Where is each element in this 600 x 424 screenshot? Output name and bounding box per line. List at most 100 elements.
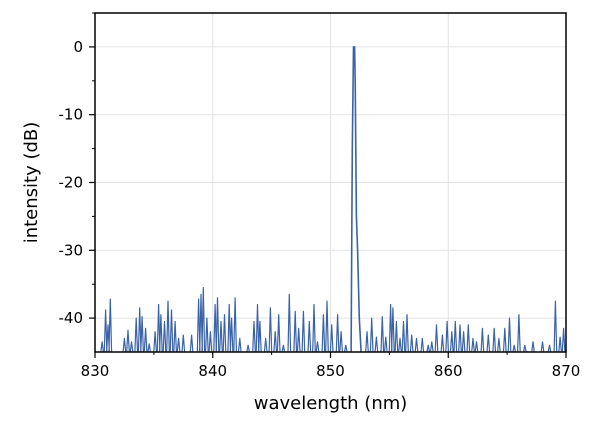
noise-spike [480, 327, 485, 353]
noise-spike [143, 327, 148, 353]
noise-spike [181, 334, 186, 353]
noise-spike [296, 327, 301, 353]
noise-spike [540, 341, 545, 353]
noise-spike [420, 337, 425, 353]
noise-spike [434, 324, 439, 353]
noise-spike [445, 320, 449, 353]
noise-spike [100, 341, 104, 353]
spectrum-peak-line [350, 46, 362, 353]
noise-spike [219, 320, 223, 353]
y-tick-label: -10 [59, 106, 84, 124]
noise-spike [405, 314, 409, 353]
ticks: 830 840 850 860 870 0 -10 -20 -30 -40 [59, 12, 581, 380]
noise-spike [108, 298, 113, 353]
noise-spike [383, 336, 388, 353]
noise-spike [339, 331, 343, 353]
y-tick-label: 0 [73, 38, 83, 56]
noise-spike [222, 314, 227, 353]
noise-spike [213, 303, 217, 353]
noise-spike [497, 337, 501, 353]
noise-spike [255, 303, 260, 353]
noise-spike [281, 344, 286, 353]
noise-spike [414, 337, 419, 353]
noise-spike [233, 297, 237, 353]
grid [95, 13, 566, 352]
noise-spike [466, 324, 471, 353]
noise-spike [276, 314, 281, 353]
noise-spike [492, 327, 497, 353]
noise-spike [252, 320, 256, 353]
noise-spike [153, 331, 157, 353]
noise-spike [458, 324, 462, 353]
noise-spike [486, 334, 491, 353]
noise-spike [263, 337, 268, 353]
noise-spike [391, 307, 395, 353]
noise-spike [189, 334, 194, 353]
noise-spike [205, 317, 209, 353]
noise-spike [293, 310, 298, 353]
noise-spike [246, 344, 250, 353]
noise-spike [159, 314, 163, 353]
x-tick-label: 830 [81, 362, 110, 380]
noise-spike [531, 341, 535, 353]
noise-spike [208, 331, 213, 353]
x-tick-label: 840 [198, 362, 227, 380]
noise-spike [258, 320, 262, 353]
noise-spike [215, 297, 220, 353]
noise-spike [137, 307, 142, 353]
noise-spike [301, 310, 306, 353]
noise-spike [122, 337, 127, 353]
noise-spike [398, 337, 402, 353]
noise-spike [126, 329, 130, 353]
noise-spike [140, 316, 144, 353]
noise-spike [547, 344, 552, 353]
noise-spike [343, 344, 348, 353]
noise-spike [147, 343, 152, 353]
noise-spike [561, 327, 566, 353]
noise-spike [315, 341, 320, 353]
noise-spike [517, 314, 521, 353]
noise-spike [335, 314, 340, 353]
noise-spike [268, 307, 273, 353]
x-tick-label: 870 [552, 362, 581, 380]
noise-spike [474, 341, 479, 353]
noise-spike [201, 287, 206, 353]
noise-spike [237, 337, 242, 353]
y-tick-label: -20 [59, 174, 84, 192]
noise-spike [401, 320, 406, 353]
noise-spike [176, 337, 181, 353]
noise-spike [325, 300, 329, 353]
x-tick-label: 860 [434, 362, 463, 380]
noise-spike [129, 341, 134, 353]
noise-spike [409, 334, 414, 353]
noise-spike [369, 317, 374, 353]
noise-spike [429, 341, 434, 353]
noise-spike [502, 327, 507, 353]
x-tick-label: 850 [316, 362, 345, 380]
noise-spike [329, 324, 334, 353]
noise-spike [196, 298, 201, 353]
noise-spike [453, 320, 458, 353]
noise-spike [312, 303, 316, 353]
noise-spike [471, 337, 475, 353]
noise-spike [365, 331, 369, 353]
noise-spike [169, 309, 174, 353]
noise-spike [394, 320, 399, 353]
noise-spike [380, 316, 385, 353]
noise-spike [229, 317, 234, 353]
y-tick-label: -40 [59, 309, 84, 327]
noise-spike [173, 320, 177, 353]
noise-spike [426, 344, 431, 353]
noise-spike [103, 309, 108, 353]
noise-spike [522, 344, 527, 353]
noise-spike [134, 317, 139, 353]
noise-spike [440, 334, 445, 353]
noise-spike [461, 331, 466, 353]
data-layer [100, 46, 566, 353]
noise-spike [162, 320, 167, 353]
noise-spike [307, 320, 312, 353]
noise-spike [553, 300, 558, 353]
noise-spike [156, 303, 161, 353]
noise-spike [512, 344, 517, 353]
